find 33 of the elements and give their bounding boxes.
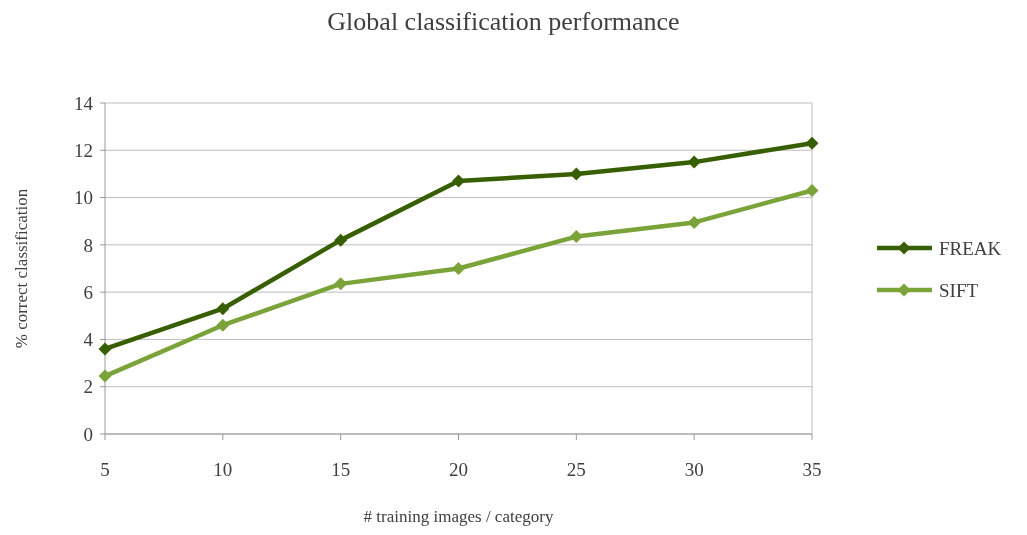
- point: [805, 136, 819, 150]
- x-tick-label: 15: [331, 459, 351, 480]
- point: [569, 230, 583, 244]
- point: [98, 369, 112, 383]
- point: [334, 277, 348, 291]
- point: [334, 233, 348, 247]
- y-axis-title: % correct classification: [12, 188, 31, 349]
- legend-label: FREAK: [939, 237, 1002, 259]
- point: [98, 342, 112, 356]
- x-tick-label: 20: [449, 459, 468, 480]
- x-tick-label: 25: [566, 459, 586, 480]
- y-tick-label: 8: [83, 234, 93, 256]
- y-tick-label: 4: [83, 329, 94, 351]
- point: [687, 215, 701, 229]
- y-tick-label: 10: [74, 187, 93, 209]
- point: [452, 262, 465, 275]
- y-tick-label: 2: [83, 376, 93, 398]
- x-axis-title: # training images / category: [363, 507, 554, 526]
- x-tick-label: 35: [802, 459, 822, 480]
- y-tick-label: 6: [83, 281, 93, 303]
- x-tick-label: 5: [100, 459, 110, 480]
- chart-title: Global classification performance: [327, 7, 680, 36]
- legend-label: SIFT: [939, 279, 979, 301]
- y-tick-label: 14: [74, 92, 94, 114]
- point: [805, 183, 819, 197]
- y-tick-label: 12: [74, 139, 93, 161]
- point: [687, 155, 701, 169]
- y-tick-label: 0: [83, 423, 93, 445]
- point: [452, 174, 465, 188]
- point: [216, 302, 230, 316]
- point: [216, 318, 230, 332]
- x-tick-label: 30: [684, 459, 704, 480]
- x-tick-label: 10: [213, 459, 233, 480]
